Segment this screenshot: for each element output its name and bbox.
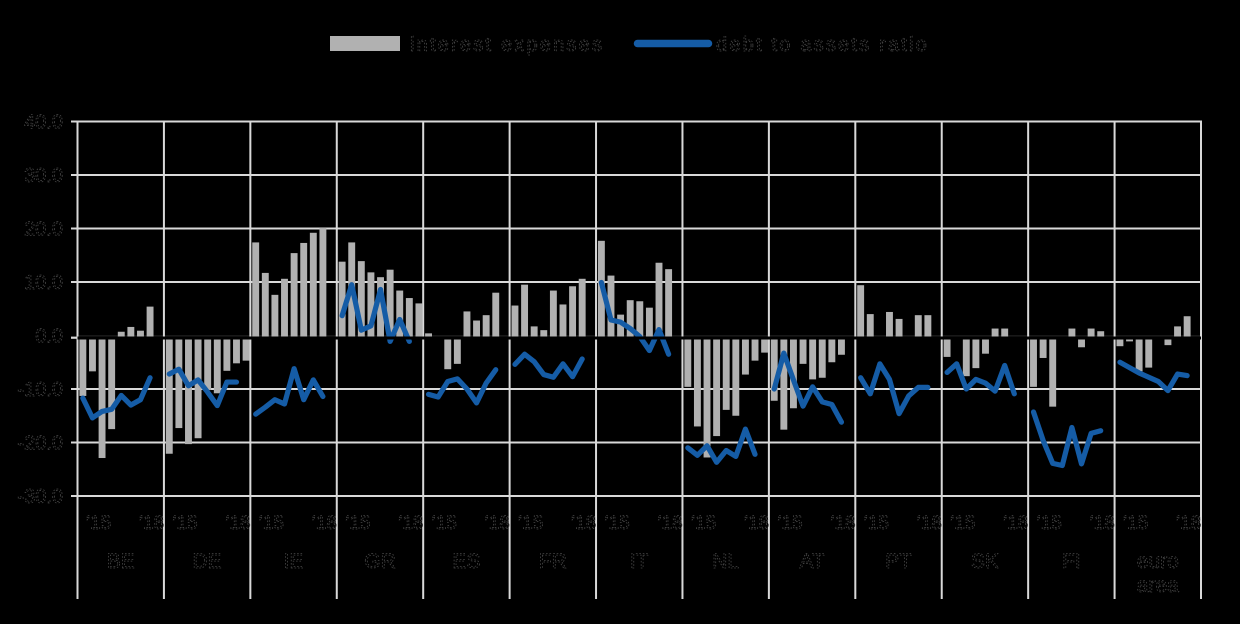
svg-text:’15: ’15 <box>864 513 889 534</box>
svg-text:’15: ’15 <box>777 513 802 534</box>
svg-text:30.0: 30.0 <box>24 165 63 187</box>
svg-text:’15: ’15 <box>950 513 975 534</box>
svg-text:0.0: 0.0 <box>35 326 63 348</box>
svg-text:’15: ’15 <box>432 513 457 534</box>
svg-text:’18: ’18 <box>1003 513 1028 534</box>
svg-text:’18: ’18 <box>657 513 682 534</box>
svg-text:’18: ’18 <box>1176 513 1201 534</box>
svg-text:euro: euro <box>1137 550 1179 573</box>
svg-text:’18: ’18 <box>312 513 337 534</box>
svg-text:’15: ’15 <box>604 513 629 534</box>
svg-text:’18: ’18 <box>830 513 855 534</box>
svg-text:AT: AT <box>799 550 824 573</box>
svg-text:DE: DE <box>193 550 222 573</box>
svg-text:’18: ’18 <box>1090 513 1115 534</box>
svg-text:NL: NL <box>712 550 739 573</box>
svg-text:’15: ’15 <box>691 513 716 534</box>
svg-text:’18: ’18 <box>917 513 942 534</box>
svg-text:SK: SK <box>971 550 999 573</box>
svg-text:’18: ’18 <box>398 513 423 534</box>
svg-text:-30.0: -30.0 <box>17 486 63 508</box>
svg-text:’15: ’15 <box>86 513 111 534</box>
svg-text:’15: ’15 <box>172 513 197 534</box>
svg-text:’15: ’15 <box>345 513 370 534</box>
svg-text:’15: ’15 <box>1037 513 1062 534</box>
svg-text:interest expenses: interest expenses <box>410 34 604 56</box>
svg-text:GR: GR <box>364 550 396 573</box>
svg-text:BE: BE <box>107 550 135 573</box>
svg-text:’15: ’15 <box>518 513 543 534</box>
svg-text:debt to assets ratio: debt to assets ratio <box>716 34 929 56</box>
svg-text:’18: ’18 <box>744 513 769 534</box>
svg-text:10.0: 10.0 <box>24 272 63 294</box>
svg-text:’18: ’18 <box>225 513 250 534</box>
svg-text:PT: PT <box>885 550 912 573</box>
svg-text:40.0: 40.0 <box>24 112 63 134</box>
svg-text:’18: ’18 <box>139 513 164 534</box>
svg-text:’15: ’15 <box>1123 513 1148 534</box>
svg-text:FR: FR <box>539 550 567 573</box>
svg-text:-10.0: -10.0 <box>17 379 63 401</box>
svg-text:IT: IT <box>630 550 649 573</box>
svg-text:’15: ’15 <box>259 513 284 534</box>
svg-text:20.0: 20.0 <box>24 219 63 241</box>
svg-text:-20.0: -20.0 <box>17 433 63 455</box>
svg-text:IE: IE <box>284 550 304 573</box>
svg-text:FI: FI <box>1062 550 1081 573</box>
svg-text:’18: ’18 <box>571 513 596 534</box>
svg-text:’18: ’18 <box>485 513 510 534</box>
svg-text:area: area <box>1137 574 1179 597</box>
svg-text:ES: ES <box>452 550 480 573</box>
